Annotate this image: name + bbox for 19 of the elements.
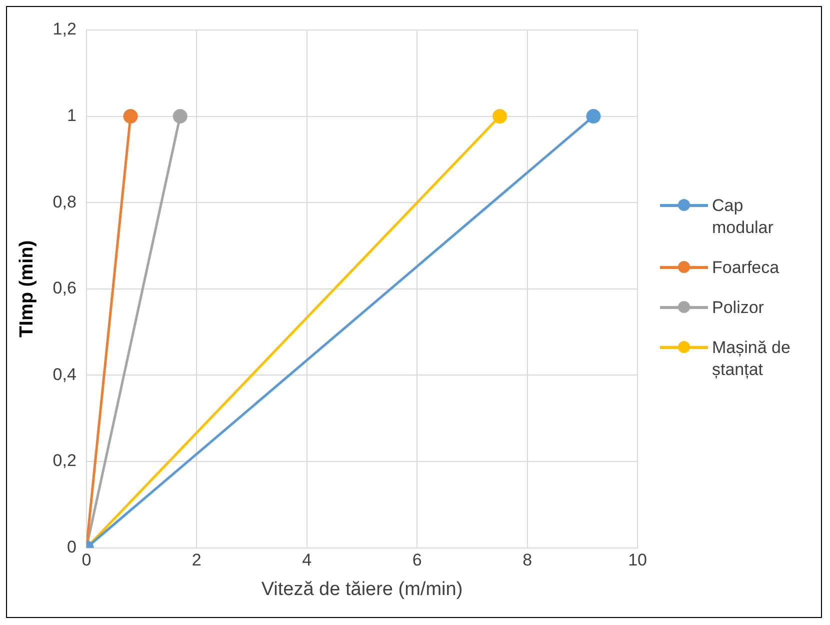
y-tick-label: 1,2	[52, 20, 76, 39]
legend-label: Foarfeca	[712, 257, 780, 279]
y-tick-label: 1	[66, 106, 76, 125]
x-tick-label: 10	[628, 550, 648, 570]
y-tick-label: 0,6	[52, 278, 76, 298]
y-tick-label: 0,4	[52, 364, 76, 384]
x-tick-label: 4	[302, 550, 312, 570]
y-tick-label: 0	[66, 537, 76, 556]
y-axis-title: TImp (min)	[16, 240, 38, 338]
legend-label: Cap modular	[712, 195, 774, 239]
legend-label: Polizor	[712, 297, 765, 319]
x-tick-label: 2	[192, 550, 202, 570]
legend-label: Mașină de ștanțat	[712, 337, 792, 381]
y-tick-label: 0,8	[52, 192, 76, 212]
x-tick-label: 8	[522, 550, 532, 570]
y-tick-label: 0,2	[52, 451, 76, 470]
x-axis-title: Viteză de tăiere (m/min)	[261, 578, 463, 600]
x-tick-label: 0	[82, 550, 92, 570]
x-tick-label: 6	[412, 550, 422, 570]
